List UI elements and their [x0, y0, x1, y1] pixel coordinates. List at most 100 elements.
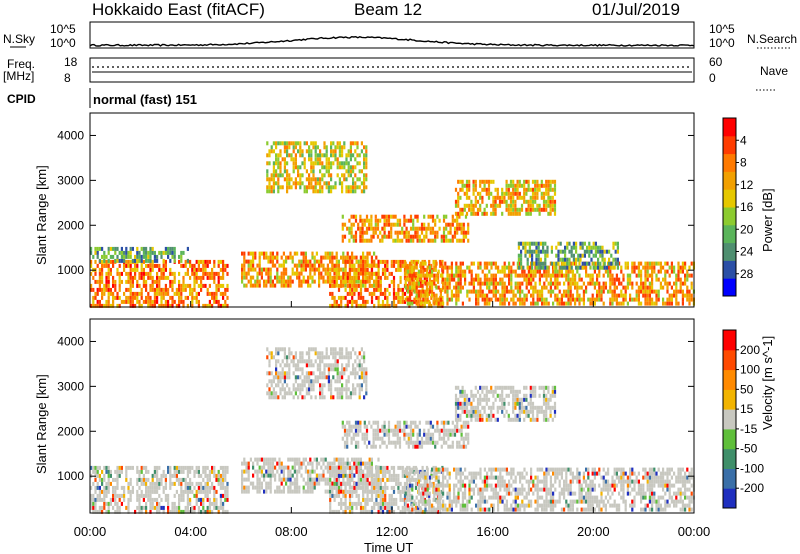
data-cell: [451, 420, 454, 425]
data-cell: [149, 258, 152, 263]
data-cell: [350, 222, 353, 227]
data-cell: [383, 432, 386, 437]
data-cell: [501, 293, 504, 298]
data-cell: [423, 303, 426, 308]
data-cell: [129, 279, 132, 284]
data-cell: [249, 263, 252, 268]
data-cell: [490, 203, 493, 208]
data-cell: [348, 263, 352, 268]
data-cell: [431, 214, 435, 219]
data-cell: [178, 477, 181, 482]
data-cell: [592, 253, 595, 258]
data-cell: [105, 501, 108, 506]
data-cell: [125, 477, 128, 482]
data-cell: [114, 258, 117, 263]
data-cell: [458, 440, 461, 445]
data-cell: [456, 444, 459, 449]
data-cell: [514, 273, 517, 278]
data-cell: [428, 285, 431, 290]
data-cell: [520, 203, 524, 208]
data-cell: [547, 281, 550, 286]
data-cell: [348, 493, 352, 498]
data-cell: [169, 469, 172, 474]
data-cell: [635, 265, 638, 270]
data-cell: [496, 195, 499, 200]
data-cell: [197, 263, 200, 268]
data-cell: [354, 185, 357, 190]
data-cell: [335, 283, 338, 288]
data-cell: [688, 289, 691, 294]
data-cell: [431, 281, 434, 286]
data-cell: [348, 259, 352, 264]
data-cell: [408, 509, 411, 514]
data-cell: [585, 265, 588, 270]
data-cell: [149, 481, 152, 486]
data-cell: [582, 289, 585, 294]
data-cell: [334, 185, 337, 190]
data-cell: [611, 293, 614, 298]
data-cell: [516, 191, 519, 196]
data-cell: [90, 263, 93, 268]
data-cell: [365, 444, 369, 449]
data-cell: [173, 481, 176, 486]
data-cell: [446, 273, 449, 278]
data-cell: [561, 257, 564, 262]
data-cell: [640, 261, 643, 266]
data-cell: [211, 481, 214, 486]
data-cell: [532, 301, 535, 306]
data-cell: [213, 505, 216, 510]
data-cell: [449, 444, 452, 449]
data-cell: [518, 405, 521, 410]
data-cell: [156, 299, 159, 304]
data-cell: [354, 432, 358, 437]
data-cell: [392, 279, 396, 284]
data-cell: [282, 267, 285, 272]
data-cell: [178, 259, 181, 264]
data-cell: [164, 299, 167, 304]
data-cell: [337, 477, 341, 482]
data-cell: [147, 497, 150, 502]
data-cell: [526, 257, 529, 262]
data-cell: [302, 477, 305, 482]
data-cell: [151, 299, 154, 304]
data-cell: [299, 177, 302, 182]
data-cell: [256, 279, 259, 284]
data-cell: [294, 177, 297, 182]
data-cell: [388, 271, 391, 276]
data-cell: [224, 287, 227, 292]
data-cell: [624, 293, 627, 298]
data-cell: [333, 461, 336, 466]
data-cell: [112, 497, 115, 502]
data-cell: [118, 473, 121, 478]
data-cell: [326, 255, 329, 260]
data-cell: [292, 141, 295, 146]
data-cell: [383, 420, 386, 425]
data-cell: [494, 397, 497, 402]
data-cell: [510, 289, 513, 294]
data-cell: [494, 289, 497, 294]
data-cell: [543, 273, 546, 278]
data-cell: [588, 253, 591, 258]
data-cell: [342, 283, 345, 288]
data-cell: [363, 420, 366, 425]
data-cell: [316, 177, 319, 182]
data-cell: [337, 287, 341, 292]
data-cell: [92, 509, 95, 514]
data-cell: [375, 271, 378, 276]
data-cell: [191, 295, 194, 300]
data-cell: [361, 436, 364, 441]
data-cell: [337, 263, 340, 268]
data-cell: [337, 485, 340, 490]
data-cell: [217, 477, 220, 482]
data-cell: [335, 493, 338, 498]
data-cell: [149, 501, 152, 506]
data-cell: [140, 465, 143, 470]
data-cell: [107, 283, 110, 288]
data-cell: [461, 187, 464, 192]
data-cell: [368, 461, 371, 466]
data-cell: [545, 187, 548, 192]
data-cell: [173, 501, 176, 506]
data-cell: [142, 299, 145, 304]
data-cell: [514, 401, 517, 406]
data-cell: [331, 263, 334, 268]
